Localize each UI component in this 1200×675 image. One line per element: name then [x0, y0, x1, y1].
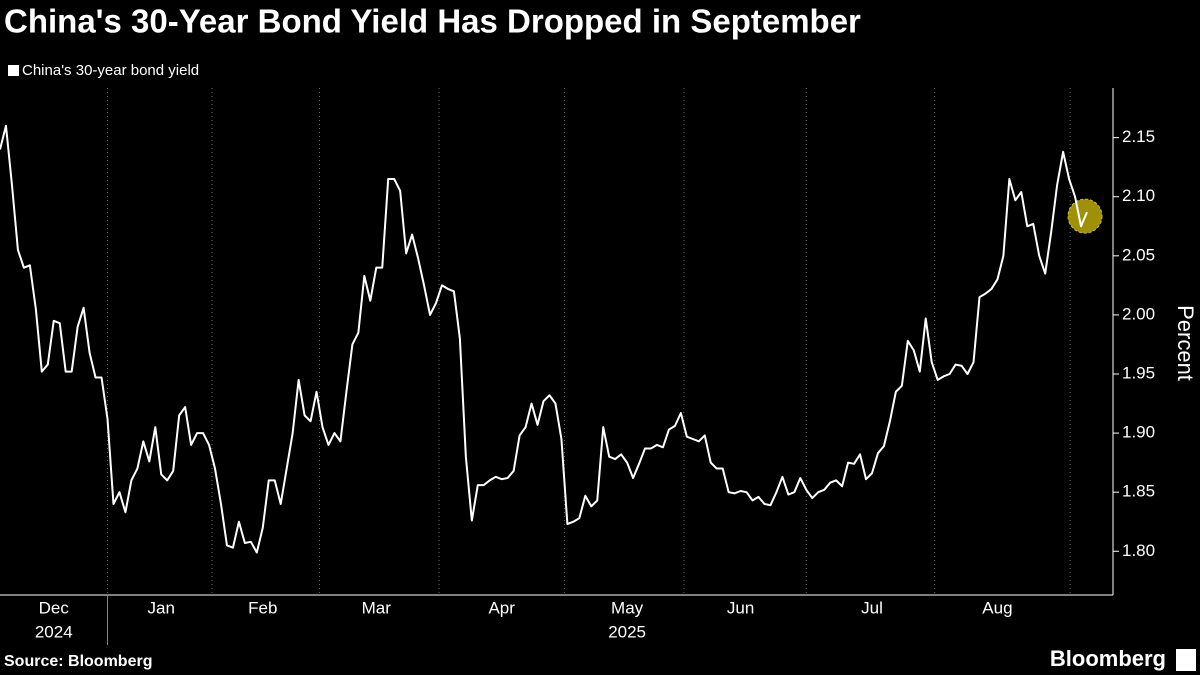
x-tick-label: Jun	[727, 598, 754, 617]
chart-title: China's 30-Year Bond Yield Has Dropped i…	[4, 3, 861, 40]
brand: Bloomberg	[1050, 646, 1166, 671]
x-tick-label: Apr	[488, 598, 515, 617]
y-tick-label: 1.95	[1122, 363, 1155, 382]
x-tick-label: Dec	[39, 598, 70, 617]
y-tick-label: 2.00	[1122, 304, 1155, 323]
line	[0, 124, 1088, 554]
y-tick-label: 2.05	[1122, 245, 1155, 264]
x-year-label: 2024	[35, 622, 73, 641]
legend-swatch	[8, 65, 19, 76]
x-tick-label: Mar	[362, 598, 392, 617]
x-tick-label: Feb	[248, 598, 277, 617]
x-tick-label: Jan	[148, 598, 175, 617]
y-tick-label: 1.85	[1122, 482, 1155, 501]
y-tick-label: 1.80	[1122, 541, 1155, 560]
x-tick-label: May	[611, 598, 644, 617]
y-tick-label: 2.15	[1122, 127, 1155, 146]
y-tick-label: 2.10	[1122, 186, 1155, 205]
brand-icon	[1176, 649, 1196, 671]
y-tick-label: 1.90	[1122, 423, 1155, 442]
y-axis-label: Percent	[1173, 305, 1198, 381]
source: Source: Bloomberg	[4, 653, 152, 670]
legend-label: China's 30-year bond yield	[22, 62, 199, 79]
x-year-label: 2025	[608, 622, 646, 641]
x-tick-label: Aug	[982, 598, 1012, 617]
x-tick-label: Jul	[861, 598, 883, 617]
